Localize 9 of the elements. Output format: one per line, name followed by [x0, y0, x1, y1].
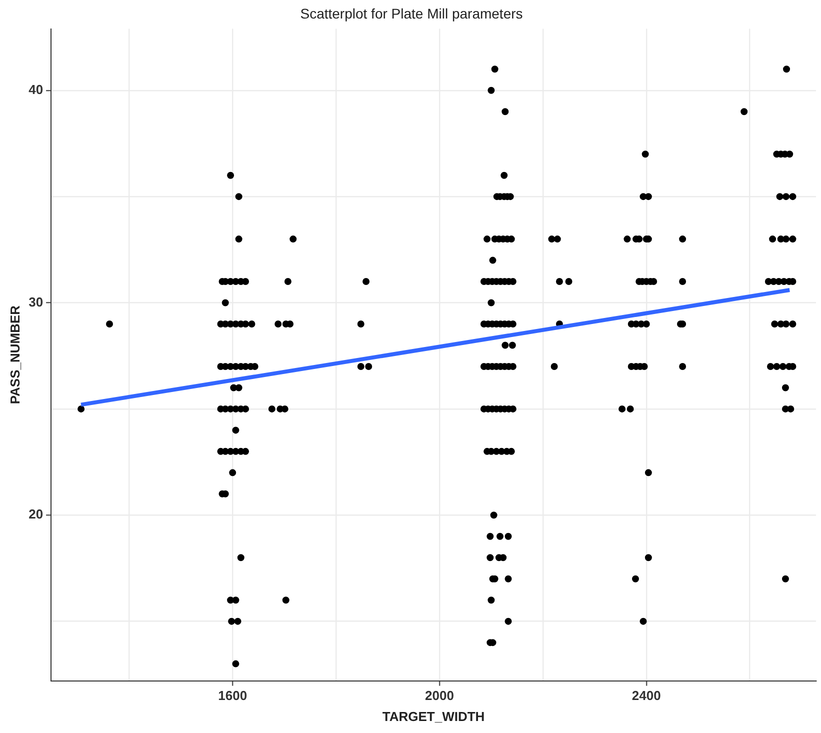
x-tick-label: 2000: [425, 688, 454, 704]
chart-title: Scatterplot for Plate Mill parameters: [300, 5, 523, 22]
y-tick-label: 40: [28, 82, 44, 97]
y-axis-title: PASS_NUMBER: [7, 304, 22, 404]
y-tick-label: 20: [28, 506, 44, 522]
x-tick-label: 1600: [218, 688, 248, 704]
y-tick-label: 30: [28, 294, 44, 310]
x-tick-label: 2400: [632, 688, 661, 704]
x-axis-title: TARGET_WIDTH: [382, 708, 485, 724]
